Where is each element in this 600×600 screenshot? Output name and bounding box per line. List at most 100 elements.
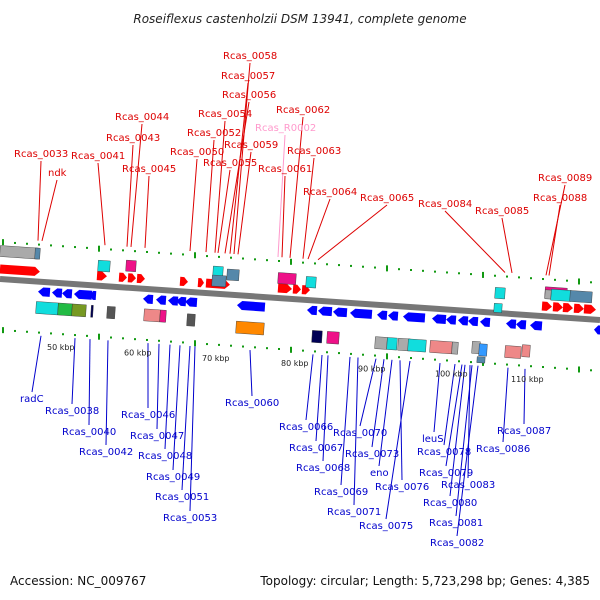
- leader-line: [523, 368, 526, 425]
- tick-row-bottom-mark: [182, 341, 184, 344]
- reverse-gene-arrow: [594, 325, 600, 335]
- leader-line: [456, 365, 479, 537]
- leader-line: [444, 210, 506, 273]
- cog-box-bottom: [106, 306, 116, 320]
- forward-gene-arrow: [127, 273, 136, 283]
- tick-row-top-mark: [590, 281, 592, 284]
- leader-line: [37, 160, 42, 241]
- cog-box-bottom: [186, 313, 196, 327]
- gene-label-bottom: Rcas_0076: [375, 482, 429, 493]
- reverse-gene-arrow: [432, 314, 447, 324]
- leader-line: [433, 363, 441, 433]
- tick-row-bottom-mark: [110, 336, 112, 339]
- reverse-gene-arrow: [74, 289, 93, 300]
- reverse-gene-arrow: [237, 301, 266, 312]
- forward-gene-arrow: [197, 278, 204, 288]
- forward-gene-arrow: [96, 271, 107, 281]
- tick-row-top-mark: [290, 258, 292, 265]
- tick-row-bottom-mark: [470, 361, 472, 364]
- leader-line: [249, 350, 253, 397]
- gene-label-bottom: Rcas_0046: [121, 410, 175, 421]
- tick-row-top-mark: [458, 272, 460, 275]
- kbp-scale-label: 90 kbp: [358, 364, 386, 373]
- tick-row-top-mark: [122, 249, 124, 252]
- tick-row-bottom-mark: [98, 333, 100, 340]
- leader-line: [31, 335, 42, 393]
- gene-label-top: Rcas_0065: [360, 193, 414, 204]
- leader-line: [189, 158, 198, 252]
- tick-row-top-mark: [62, 245, 64, 248]
- reverse-gene-arrow: [530, 321, 543, 331]
- tick-row-bottom-mark: [578, 366, 580, 373]
- reverse-gene-arrow: [156, 295, 167, 305]
- cog-box-top: [226, 268, 240, 282]
- leader-line: [229, 82, 249, 254]
- leader-line: [501, 217, 513, 274]
- gene-label-top: Rcas_0043: [106, 133, 160, 144]
- gene-label-top: Rcas_0084: [418, 199, 472, 210]
- reverse-gene-arrow: [446, 315, 457, 325]
- leader-line: [97, 162, 106, 246]
- tick-row-bottom-mark: [74, 334, 76, 337]
- cog-box-top: [34, 247, 41, 260]
- tick-row-top-mark: [26, 242, 28, 245]
- leader-line: [189, 346, 196, 512]
- tick-row-bottom-mark: [14, 329, 16, 332]
- gene-label-top: Rcas_0055: [203, 158, 257, 169]
- gene-label-top: Rcas_0089: [538, 173, 592, 184]
- tick-row-top-mark: [362, 265, 364, 268]
- leader-line: [237, 151, 252, 255]
- reverse-gene-arrow: [468, 316, 479, 327]
- tick-row-top-mark: [50, 244, 52, 247]
- tick-row-bottom-mark: [386, 353, 388, 360]
- cog-box-top: [0, 245, 39, 260]
- gene-label-bottom: Rcas_0047: [130, 431, 184, 442]
- tick-row-bottom-mark: [446, 359, 448, 362]
- reverse-gene-arrow: [185, 297, 198, 307]
- tick-row-bottom-mark: [422, 357, 424, 360]
- cog-box-top: [544, 289, 552, 300]
- tick-row-bottom-mark: [350, 352, 352, 355]
- leader-line: [205, 139, 215, 253]
- gene-label-top: Rcas_0033: [14, 149, 68, 160]
- tick-row-top-mark: [134, 250, 136, 253]
- tick-row-bottom-mark: [242, 345, 244, 348]
- leader-line: [385, 360, 411, 520]
- gene-label-top: Rcas_0063: [287, 146, 341, 157]
- tick-row-bottom-mark: [362, 353, 364, 356]
- tick-row-top-mark: [422, 269, 424, 272]
- gene-label-bottom: Rcas_0071: [327, 507, 381, 518]
- tick-row-bottom-mark: [26, 330, 28, 333]
- forward-gene-arrow: [301, 285, 310, 295]
- forward-gene-arrow: [136, 273, 145, 284]
- leader-line: [443, 364, 456, 446]
- forward-gene-arrow: [0, 264, 40, 276]
- tick-row-top-mark: [206, 255, 208, 258]
- leader-line: [277, 134, 286, 258]
- tick-row-bottom-mark: [266, 347, 268, 350]
- cog-box-bottom: [90, 305, 94, 318]
- leader-line: [322, 355, 329, 462]
- gene-label-top: Rcas_0041: [71, 151, 125, 162]
- cog-box-bottom: [311, 330, 323, 344]
- leader-lines-layer: [31, 62, 566, 537]
- genome-backbone: [0, 276, 600, 323]
- gene-label-bottom: Rcas_0082: [430, 538, 484, 549]
- leader-line: [41, 179, 58, 241]
- reverse-gene-arrow: [143, 294, 154, 304]
- cog-box-bottom: [71, 303, 87, 318]
- leader-line: [340, 356, 351, 486]
- tick-row-top-mark: [518, 276, 520, 279]
- tick-row-top-mark: [110, 248, 112, 251]
- tick-row-top-mark: [338, 264, 340, 267]
- gene-label-bottom: Rcas_0069: [314, 487, 368, 498]
- tick-row-bottom-mark: [326, 351, 328, 354]
- cog-box-bottom: [451, 341, 459, 355]
- gene-label-bottom: Rcas_0080: [423, 498, 477, 509]
- forward-gene-arrow: [573, 303, 584, 314]
- reverse-gene-arrow: [516, 320, 527, 330]
- leader-line: [545, 184, 566, 276]
- tick-row-top-mark: [398, 268, 400, 271]
- tick-row-top-mark: [302, 261, 304, 264]
- forward-gene-arrow: [179, 276, 188, 287]
